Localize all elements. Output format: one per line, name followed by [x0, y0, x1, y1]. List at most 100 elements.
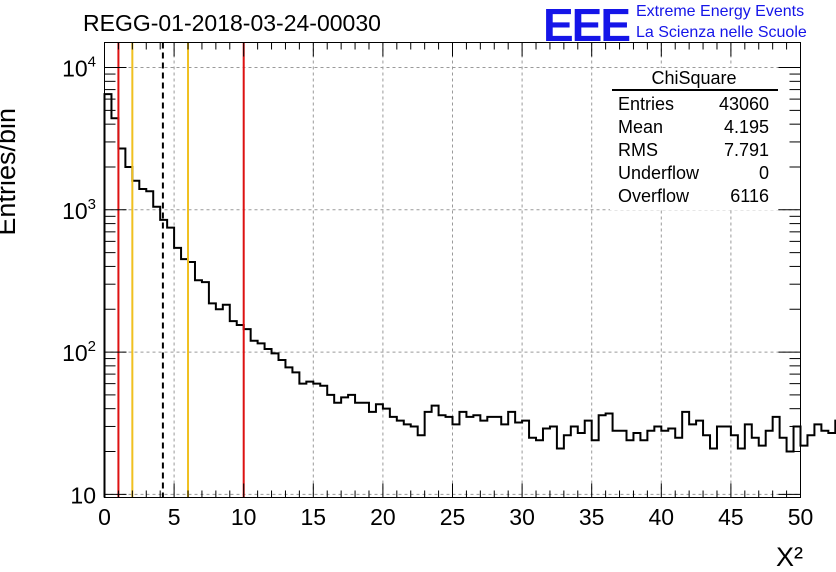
y-tick-label: 102 [62, 338, 96, 366]
histogram-bin [564, 435, 571, 497]
histogram-bin [557, 448, 564, 497]
stats-label: RMS [618, 140, 658, 160]
histogram-bin [787, 452, 794, 498]
histogram-bin [627, 440, 634, 497]
histogram-bin [578, 433, 585, 498]
histogram-bin [794, 426, 801, 497]
histogram-bin [717, 426, 724, 497]
histogram-bin [473, 415, 480, 497]
x-tick-label: 25 [440, 504, 466, 530]
histogram-bin [125, 167, 132, 498]
logo-line-2: La Scienza nelle Scuole [636, 24, 807, 41]
histogram-bin [738, 448, 745, 497]
histogram-bin [529, 438, 536, 498]
histogram-bin [244, 329, 251, 497]
stats-label: Underflow [618, 163, 700, 183]
histogram-bin [279, 360, 286, 498]
histogram-bin [724, 426, 731, 497]
y-tick-label: 104 [62, 54, 96, 82]
histogram-bin [153, 207, 160, 498]
histogram-bin [821, 431, 828, 498]
histogram-bin [320, 386, 327, 498]
histogram-bin [466, 417, 473, 498]
histogram-bin [766, 431, 773, 498]
histogram-bin [313, 384, 320, 498]
stats-label: Overflow [618, 186, 690, 206]
histogram-bin [251, 341, 258, 498]
histogram-bin [633, 433, 640, 498]
histogram-bin [780, 438, 787, 498]
histogram-bin [696, 421, 703, 498]
histogram-bin [689, 424, 696, 497]
histogram-bin [668, 429, 675, 498]
histogram-bin [362, 403, 369, 498]
y-tick-labels: 10 102 103 104 [62, 54, 96, 509]
histogram-bin [543, 429, 550, 498]
marker-lines [117, 42, 245, 498]
histogram-bin [146, 191, 153, 497]
y-tick-label: 10 [70, 482, 96, 508]
histogram-bin [703, 435, 710, 497]
histogram-step-line [103, 93, 836, 498]
histogram-bin [599, 415, 606, 497]
stats-box: ChiSquare Entries 43060 Mean 4.195 RMS 7.791 Un… [610, 68, 778, 210]
histogram-bin [292, 372, 299, 497]
histogram-bin [487, 417, 494, 498]
histogram-bin [418, 435, 425, 497]
histogram-bin [508, 412, 515, 498]
histogram-bin [355, 403, 362, 498]
histogram-bin [807, 435, 814, 497]
histogram-bin [111, 118, 118, 497]
y-tick-label: 103 [62, 196, 96, 224]
histogram-bin [139, 189, 146, 497]
chart-title: REGG-01-2018-03-24-00030 [83, 10, 381, 36]
stats-value: 7.791 [724, 140, 769, 160]
histogram-bin [404, 424, 411, 497]
logo-line-1: Extreme Energy Events [636, 3, 805, 20]
histogram-bin [745, 424, 752, 497]
histogram-bin [710, 448, 717, 497]
histogram-bin [682, 412, 689, 498]
histogram-bin [752, 438, 759, 498]
axis-ticks [104, 42, 801, 498]
histogram-bin [661, 431, 668, 498]
x-tick-labels: 0 5 10 15 20 25 30 35 40 45 50 [98, 504, 813, 530]
histogram-bin [223, 305, 230, 498]
histogram-bin [585, 421, 592, 498]
histogram-bin [334, 403, 341, 498]
histogram-bin [731, 435, 738, 497]
stats-label: Mean [618, 117, 663, 137]
histogram-bin [397, 421, 404, 498]
histogram-bin [801, 446, 808, 498]
histogram-bin [118, 148, 125, 497]
histogram-bin [675, 438, 682, 498]
histogram-bin [306, 382, 313, 498]
histogram-bin [522, 421, 529, 498]
histogram-bin [202, 282, 209, 497]
histogram-bin [369, 412, 376, 498]
histogram-bin [592, 440, 599, 497]
x-tick-label: 15 [301, 504, 327, 530]
x-axis-label: X² [776, 542, 803, 572]
histogram-bin [453, 424, 460, 497]
histogram-bin [773, 417, 780, 498]
x-tick-label: 35 [579, 504, 605, 530]
histogram-bin [390, 417, 397, 498]
histogram-bin [759, 446, 766, 498]
histogram-bin [105, 94, 112, 497]
histogram-bin [425, 412, 432, 498]
histogram-bin [439, 415, 446, 497]
histogram-bin [299, 384, 306, 498]
stats-value: 6116 [730, 186, 769, 206]
stats-value: 0 [759, 163, 769, 183]
histogram-bin [828, 433, 835, 498]
histogram-bin [181, 259, 188, 497]
histogram-bin [209, 303, 216, 497]
histogram-bin [654, 426, 661, 497]
histogram-bin [188, 262, 195, 498]
histogram-bin [327, 395, 334, 498]
histogram-bin [167, 228, 174, 498]
histogram-bin [132, 181, 139, 498]
stats-title: ChiSquare [651, 68, 736, 88]
